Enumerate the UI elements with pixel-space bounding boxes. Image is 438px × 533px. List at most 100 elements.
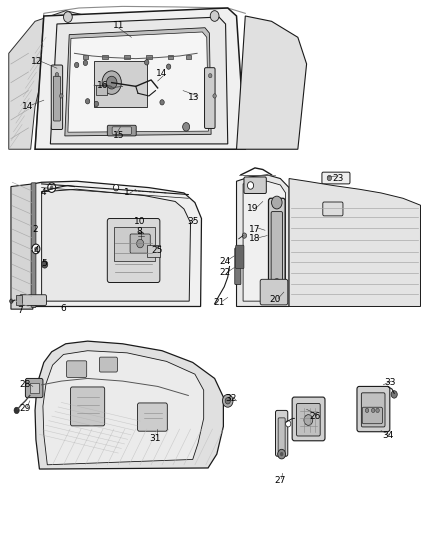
Bar — [146, 55, 152, 59]
Text: 23: 23 — [332, 174, 344, 182]
Circle shape — [208, 74, 212, 78]
Text: 20: 20 — [269, 295, 281, 304]
Polygon shape — [11, 184, 33, 309]
Text: 8: 8 — [136, 228, 142, 236]
Text: 22: 22 — [219, 269, 230, 277]
Circle shape — [242, 233, 247, 238]
Circle shape — [278, 449, 286, 459]
Polygon shape — [243, 181, 286, 301]
FancyBboxPatch shape — [271, 212, 283, 287]
Circle shape — [113, 184, 119, 191]
Text: 34: 34 — [382, 432, 394, 440]
Text: 19: 19 — [247, 205, 258, 213]
FancyBboxPatch shape — [268, 198, 285, 292]
Circle shape — [55, 72, 59, 77]
Polygon shape — [289, 179, 420, 306]
FancyBboxPatch shape — [322, 172, 350, 184]
Circle shape — [210, 11, 219, 21]
FancyBboxPatch shape — [20, 295, 46, 305]
Polygon shape — [35, 8, 245, 149]
FancyBboxPatch shape — [235, 248, 241, 285]
Text: 35: 35 — [187, 217, 198, 225]
Polygon shape — [237, 16, 307, 149]
FancyBboxPatch shape — [362, 407, 382, 424]
Bar — [168, 55, 173, 59]
Circle shape — [272, 196, 282, 209]
Circle shape — [102, 71, 121, 94]
Text: 11: 11 — [113, 21, 124, 30]
Bar — [102, 55, 108, 59]
FancyBboxPatch shape — [276, 410, 288, 456]
Polygon shape — [42, 189, 191, 301]
Circle shape — [83, 60, 88, 66]
FancyBboxPatch shape — [112, 127, 131, 134]
Circle shape — [304, 415, 313, 425]
FancyBboxPatch shape — [357, 386, 390, 432]
Circle shape — [365, 408, 369, 413]
Circle shape — [34, 247, 38, 251]
Bar — [186, 55, 191, 59]
Bar — [147, 245, 160, 257]
Circle shape — [286, 421, 291, 427]
Text: 14: 14 — [155, 69, 167, 78]
Text: 29: 29 — [19, 405, 31, 413]
Circle shape — [64, 12, 72, 22]
Text: 14: 14 — [21, 102, 33, 111]
Circle shape — [223, 394, 233, 407]
Circle shape — [327, 175, 332, 181]
Polygon shape — [50, 17, 228, 144]
Bar — [83, 55, 88, 59]
FancyBboxPatch shape — [99, 357, 117, 372]
Circle shape — [10, 299, 13, 303]
Bar — [94, 61, 147, 107]
FancyBboxPatch shape — [323, 202, 343, 216]
Polygon shape — [237, 175, 289, 306]
FancyBboxPatch shape — [31, 183, 36, 308]
Text: 25: 25 — [151, 246, 162, 255]
FancyBboxPatch shape — [297, 403, 320, 436]
Text: 12: 12 — [31, 57, 42, 66]
FancyBboxPatch shape — [107, 125, 136, 136]
Circle shape — [391, 391, 397, 398]
Polygon shape — [68, 32, 208, 132]
Text: 10: 10 — [134, 217, 145, 225]
FancyBboxPatch shape — [244, 177, 266, 193]
Polygon shape — [35, 341, 223, 469]
Circle shape — [42, 261, 48, 268]
FancyBboxPatch shape — [25, 378, 43, 398]
Circle shape — [137, 239, 144, 248]
Circle shape — [183, 123, 190, 131]
Text: 16: 16 — [97, 81, 109, 90]
FancyBboxPatch shape — [260, 279, 288, 305]
Text: 7: 7 — [17, 306, 23, 314]
FancyBboxPatch shape — [51, 65, 63, 130]
Text: 4: 4 — [40, 189, 46, 197]
Text: 21: 21 — [213, 298, 225, 307]
Text: 4: 4 — [33, 246, 39, 255]
Text: 17: 17 — [249, 225, 261, 233]
Circle shape — [32, 244, 40, 254]
Circle shape — [94, 101, 99, 107]
Text: 6: 6 — [60, 304, 67, 312]
Circle shape — [14, 407, 19, 414]
Circle shape — [280, 452, 283, 456]
FancyBboxPatch shape — [138, 403, 167, 431]
Text: 24: 24 — [219, 257, 230, 265]
FancyBboxPatch shape — [278, 418, 285, 452]
Circle shape — [160, 100, 164, 105]
Circle shape — [106, 76, 117, 89]
Bar — [114, 227, 155, 261]
Circle shape — [145, 60, 149, 65]
Circle shape — [85, 99, 90, 104]
Circle shape — [50, 185, 53, 190]
Polygon shape — [43, 351, 204, 465]
Polygon shape — [65, 28, 211, 136]
FancyBboxPatch shape — [236, 245, 244, 269]
Circle shape — [225, 398, 230, 404]
Circle shape — [376, 408, 379, 413]
Text: 31: 31 — [150, 434, 161, 442]
Circle shape — [48, 183, 56, 192]
FancyBboxPatch shape — [67, 361, 87, 377]
FancyBboxPatch shape — [292, 397, 325, 441]
FancyBboxPatch shape — [53, 76, 60, 121]
